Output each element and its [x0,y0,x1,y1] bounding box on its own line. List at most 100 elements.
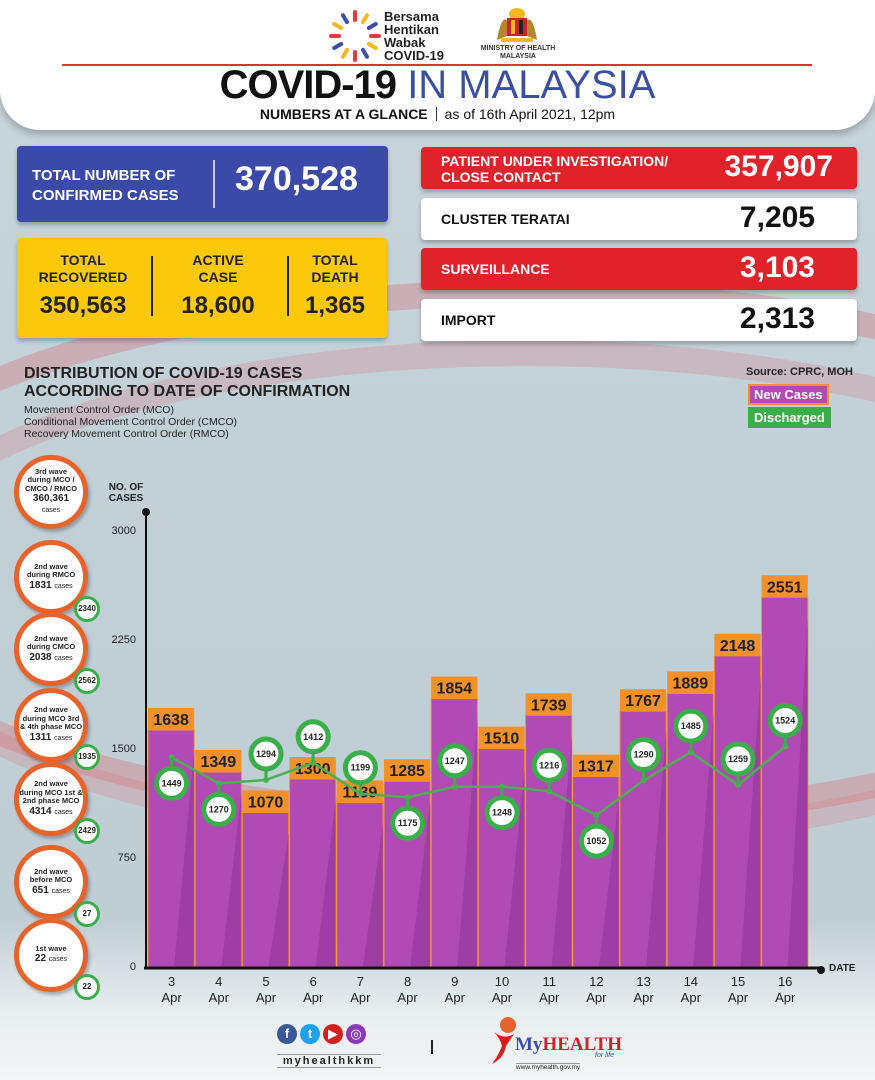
bar-value-label: 1070 [248,794,284,811]
discharged-marker [578,823,614,859]
ministry-line: MINISTRY OF HEALTH [480,45,556,52]
label-line: DEATH [311,269,359,285]
website-link[interactable]: www.myhealth.gov.my [516,1063,581,1071]
bar-shade [598,796,619,968]
bar-shade [693,713,714,968]
wave-label: 3rd wave [34,466,68,476]
social-links: f t ▶ ◎ [277,1024,369,1044]
wave-discharged-badge: 2429 [74,818,100,844]
brand-my: My [515,1034,543,1055]
discharged-marker [484,795,520,831]
bar-shade [504,768,525,968]
wave-count: 4314 cases [19,806,83,818]
x-tick-day: 7 [356,974,364,989]
logo-line: Bersama [384,9,439,24]
label-line: PATIENT UNDER INVESTIGATION/ [441,153,669,169]
wave-label: 2nd wave [34,633,68,643]
twitter-icon[interactable]: t [300,1024,320,1044]
social-handle: myhealthkkm [277,1054,381,1068]
recovery-stats-box: TOTAL RECOVERED 350,563 ACTIVE CASE 18,600… [17,238,387,338]
x-tick-label: 10 Apr [482,974,522,1006]
x-tick-month: Apr [444,990,465,1005]
bar-shade [362,822,383,968]
x-tick-label: 15 Apr [718,974,758,1006]
bar-value-label: 1317 [578,759,614,776]
brand-tagline: for life [595,1052,615,1059]
brand-health: HEALTH [542,1034,622,1055]
y-tick-label: 750 [117,852,136,864]
label-line: TOTAL [312,252,358,268]
facebook-icon[interactable]: f [277,1024,297,1044]
x-tick-day: 16 [777,974,793,989]
bar-label-bg [525,693,572,716]
discharged-value-label: 1524 [775,716,795,726]
category-label: IMPORT [441,312,496,328]
bar-value-label: 1854 [437,681,473,698]
x-tick-label: 3 Apr [152,974,192,1006]
wave-discharged-badge: 2562 [74,668,100,694]
ministry-text: MINISTRY OF HEALTH MALAYSIA [468,45,568,61]
myhealth-brand: MyHEALTH [515,1034,622,1056]
bar-label-bg [667,671,714,694]
bersama-logo-icon [329,10,381,62]
discharged-line [170,745,786,817]
instagram-icon[interactable]: ◎ [346,1024,366,1044]
discharged-value-label: 1259 [728,754,748,764]
discharged-value-label: 1199 [351,763,371,773]
wave-label: 2nd wave [34,866,68,876]
category-import: IMPORT 2,313 [421,299,857,341]
discharged-value-label: 1270 [209,804,229,814]
category-label: PATIENT UNDER INVESTIGATION/CLOSE CONTAC… [441,153,668,185]
x-tick-month: Apr [775,990,796,1005]
title-line: ACCORDING TO DATE OF CONFIRMATION [24,383,351,400]
bar-shade [315,799,336,968]
x-tick-label: 12 Apr [576,974,616,1006]
discharged-value-label: 1485 [681,721,701,731]
discharged-marker [295,719,331,755]
bar-value-label: 1638 [153,712,189,729]
youtube-icon[interactable]: ▶ [323,1024,343,1044]
x-tick-label: 11 Apr [529,974,569,1006]
bar-shade [740,675,761,968]
discharged-marker [154,765,190,801]
category-label: SURVEILLANCE [441,261,550,277]
x-tick-label: 16 Apr [765,974,805,1006]
bar-label-bg [620,689,667,712]
wave-label: before MCO [29,875,73,884]
myhealth-logo-icon [492,1017,516,1064]
subtitle-separator [435,107,437,121]
wave-count-unit: cases [54,582,73,590]
discharged-marker [248,736,284,772]
wave-discharged-badge: 1935 [74,744,100,770]
x-tick-day: 5 [262,974,270,989]
wave-label: during MCO 3rd [22,713,80,723]
x-tick-label: 14 Apr [671,974,711,1006]
wave-label: during RMCO [26,570,76,579]
wave-count-value: 22 [34,953,47,965]
bar-label-bg [572,754,619,777]
x-tick-day: 13 [636,974,651,989]
bar-label-bg [384,759,431,782]
category-surveillance: SURVEILLANCE 3,103 [421,248,857,290]
bar-label-bg [431,676,478,699]
wave-label: CMCO / RMCO [24,483,78,493]
wave-circle: 1st wave 22 cases [14,918,88,992]
x-tick-label: 7 Apr [340,974,380,1006]
wave-count-value: 1831 [29,579,52,591]
x-tick-month: Apr [680,990,701,1005]
x-tick-month: Apr [491,990,513,1005]
bar-label-bg [761,575,808,598]
active-case: ACTIVE CASE 18,600 [158,252,278,320]
total-death-label: TOTAL DEATH [275,252,395,286]
bar-shade [173,749,195,968]
bar-value-label: 1285 [389,763,425,780]
wave-label: during MCO / [27,475,75,485]
logo-line: COVID-19 [384,48,444,63]
bar-label-bg [148,707,195,730]
bar-value-label: 2551 [767,579,803,596]
title-line: DISTRIBUTION OF COVID-19 CASES [24,365,303,382]
discharged-marker [437,743,473,779]
mco-definitions: Movement Control Order (MCO) Conditional… [24,404,237,440]
logo-line: Wabak [384,35,426,50]
x-tick-day: 3 [167,974,176,989]
